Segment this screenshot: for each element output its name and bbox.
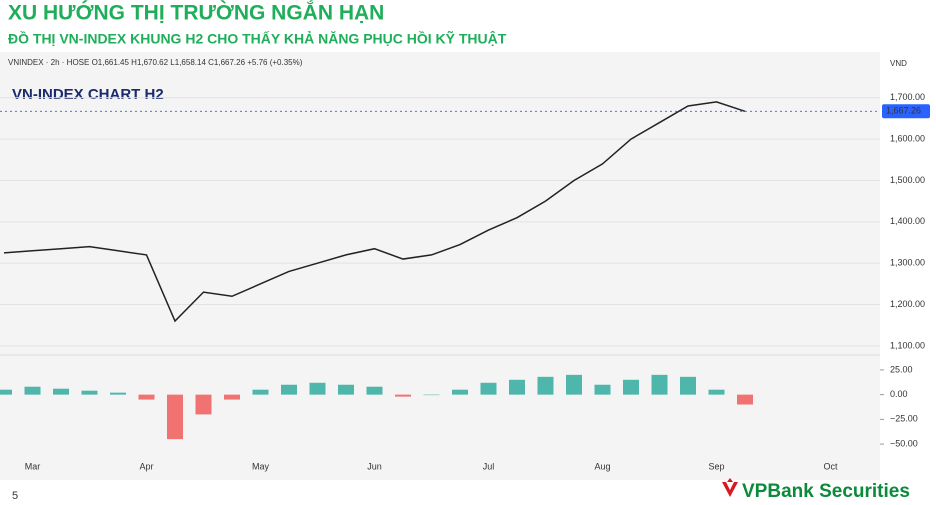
page-number: 5 [12, 490, 18, 502]
y-tick-label: 1,600.00 [890, 133, 925, 143]
chart-title: VN-INDEX CHART H2 [12, 86, 164, 103]
macd-bar [110, 392, 126, 395]
title: XU HƯỚNG THỊ TRƯỜNG NGẮN HẠN [8, 1, 384, 25]
y-tick-label: −50.00 [890, 438, 918, 448]
x-tick-label: Sep [708, 461, 724, 471]
plot-area [0, 52, 880, 480]
y-tick-label: 1,200.00 [890, 299, 925, 309]
macd-bar [708, 389, 725, 395]
last-price-tag [882, 104, 930, 119]
macd-bar [24, 386, 41, 395]
unit: VND [890, 59, 907, 68]
macd-bar [680, 376, 696, 395]
macd-bar [480, 382, 497, 395]
macd-bar [224, 394, 240, 400]
macd-bar [594, 384, 611, 395]
x-tick-label: Oct [823, 461, 838, 471]
y-tick-label: 1,100.00 [890, 340, 925, 350]
macd-bar [53, 388, 69, 395]
y-tick-label: 25.00 [890, 364, 913, 374]
x-tick-label: Jun [367, 461, 382, 471]
macd-bar [623, 379, 639, 395]
x-tick-label: Apr [139, 461, 153, 471]
subtitle: ĐỒ THỊ VN-INDEX KHUNG H2 CHO THẤY KHẢ NĂ… [8, 30, 507, 47]
macd-bar [167, 394, 183, 440]
macd-bar [452, 389, 468, 395]
logo [722, 478, 738, 497]
macd-bar [395, 394, 411, 397]
x-tick-label: Jul [483, 461, 495, 471]
y-tick-label: 1,500.00 [890, 175, 925, 185]
macd-bar [509, 379, 525, 395]
macd-bar [338, 384, 354, 395]
macd-bar [309, 382, 326, 395]
macd-bar [0, 389, 12, 395]
macd-bar [566, 374, 582, 395]
last-price-label: 1,667.26 [886, 106, 921, 116]
macd-bar [737, 394, 753, 405]
y-tick-label: 1,300.00 [890, 258, 925, 268]
price-line [3, 101, 746, 323]
macd-bar [252, 389, 269, 395]
x-tick-label: Mar [25, 461, 41, 471]
macd-bar [138, 394, 155, 400]
x-tick-label: Aug [594, 461, 610, 471]
y-tick-label: 0.00 [890, 389, 908, 399]
macd-bar [81, 390, 98, 395]
macd-bar [423, 394, 440, 396]
y-tick-label: 1,400.00 [890, 216, 925, 226]
ticker-line: VNINDEX · 2h · HOSE O1,661.45 H1,670.62 … [8, 58, 303, 67]
macd-bar [537, 376, 554, 395]
macd-bar [366, 386, 383, 395]
x-tick-label: May [252, 461, 270, 471]
brand: VPBank Securities [742, 481, 910, 502]
y-tick-label: −25.00 [890, 414, 918, 424]
macd-bar [195, 394, 212, 415]
y-tick-label: 1,700.00 [890, 92, 925, 102]
macd-bar [281, 384, 297, 395]
macd-bar [651, 374, 668, 395]
